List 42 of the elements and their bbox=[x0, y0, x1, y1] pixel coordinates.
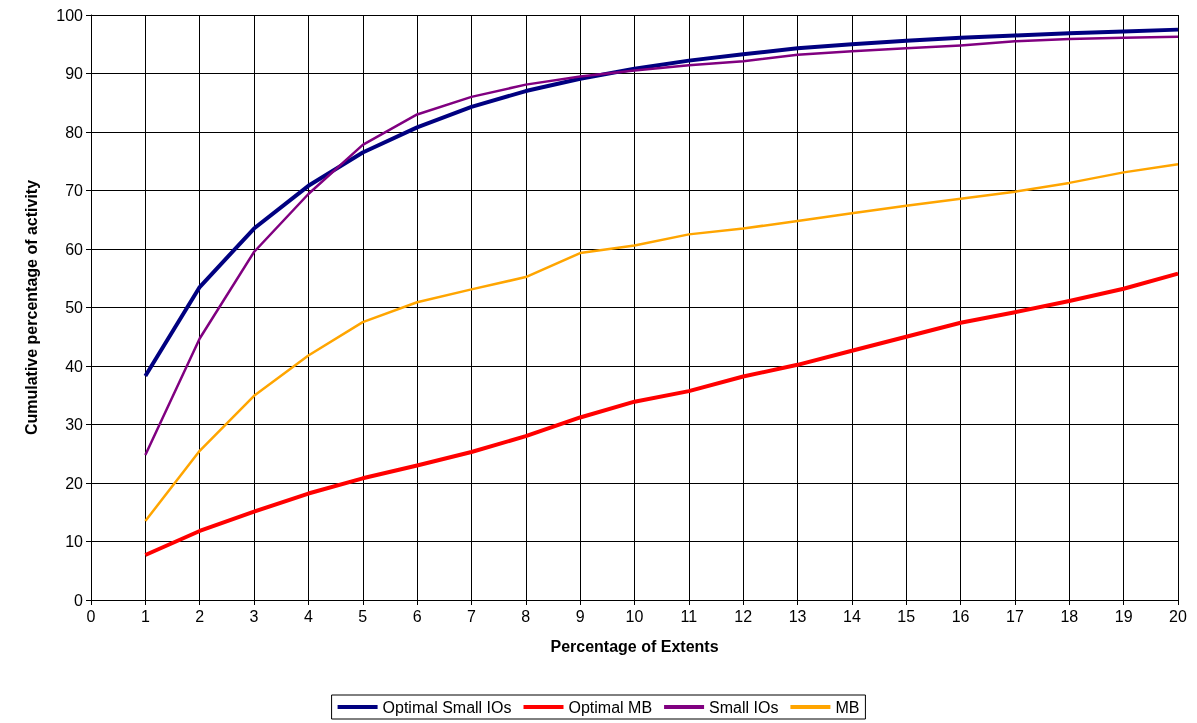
y-tick-label: 50 bbox=[65, 299, 84, 316]
x-tick-label: 1 bbox=[140, 607, 150, 625]
y-tick-label: 100 bbox=[56, 6, 84, 24]
x-tick-label: 6 bbox=[412, 607, 422, 625]
x-tick-label: 11 bbox=[680, 607, 698, 625]
legend-label: MB bbox=[835, 698, 860, 716]
x-tick-label: 5 bbox=[358, 607, 368, 625]
x-tick-label: 10 bbox=[625, 607, 644, 625]
line-series bbox=[143, 271, 1180, 557]
x-tick-label: 14 bbox=[843, 607, 861, 625]
x-axis-title: Percentage of Extents bbox=[550, 637, 719, 655]
x-tick-label: 9 bbox=[575, 607, 585, 625]
x-tick-label: 8 bbox=[521, 607, 531, 625]
y-tick-label: 10 bbox=[65, 533, 84, 550]
x-tick-label: 4 bbox=[303, 607, 313, 625]
line-series bbox=[144, 162, 1180, 523]
x-tick-label: 15 bbox=[897, 607, 916, 625]
y-tick-label: 0 bbox=[74, 591, 84, 609]
y-tick-label: 70 bbox=[65, 182, 84, 199]
y-tick-label: 60 bbox=[65, 240, 84, 258]
y-tick-label: 20 bbox=[65, 474, 84, 492]
x-tick-label: 18 bbox=[1060, 607, 1079, 625]
x-tick-label: 7 bbox=[467, 607, 476, 625]
x-tick-label: 16 bbox=[951, 607, 970, 625]
x-tick-label: 0 bbox=[86, 607, 96, 625]
line-series bbox=[144, 35, 1180, 457]
y-tick-label: 90 bbox=[65, 65, 84, 82]
x-tick-label: 20 bbox=[1169, 607, 1187, 625]
y-tick-label: 40 bbox=[65, 357, 84, 375]
x-tick-label: 3 bbox=[249, 607, 259, 625]
y-tick-label: 30 bbox=[65, 416, 84, 433]
x-tick-label: 13 bbox=[788, 607, 807, 625]
legend-label: Optimal MB bbox=[568, 698, 653, 716]
x-tick-label: 19 bbox=[1114, 607, 1133, 625]
x-tick-label: 17 bbox=[1006, 607, 1024, 625]
y-tick-label: 80 bbox=[65, 123, 84, 141]
line-series bbox=[143, 27, 1180, 378]
legend-label: Small IOs bbox=[709, 698, 779, 716]
y-axis-title: Cumulative percentage of activity bbox=[22, 179, 40, 436]
x-tick-label: 2 bbox=[195, 607, 205, 625]
x-tick-label: 12 bbox=[734, 607, 753, 625]
legend-label: Optimal Small IOs bbox=[382, 698, 512, 716]
